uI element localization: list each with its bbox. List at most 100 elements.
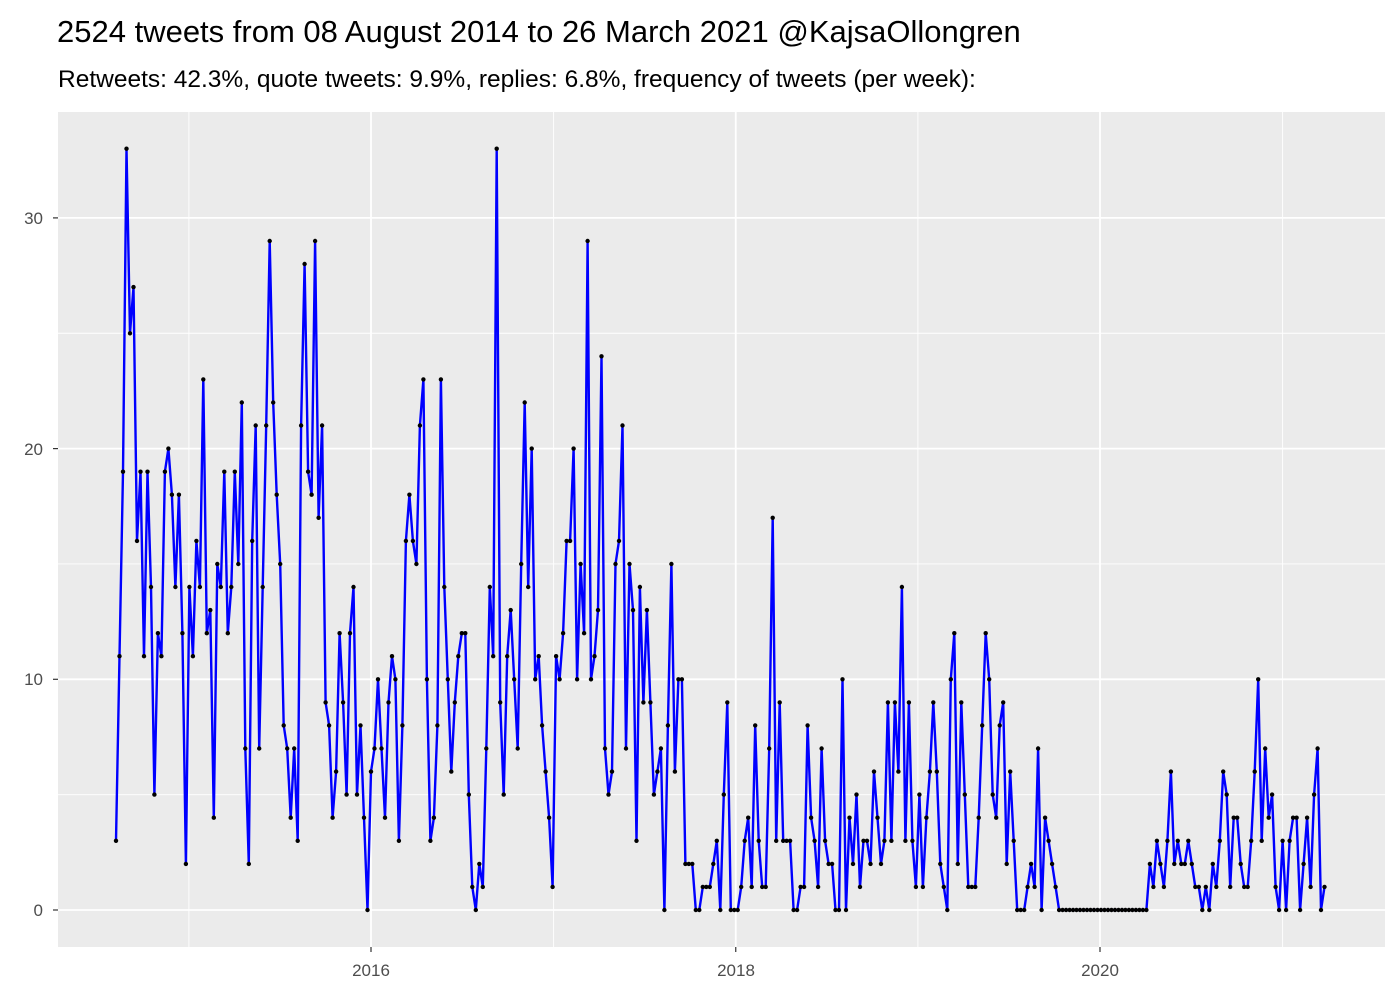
data-point: [494, 146, 499, 151]
data-point: [522, 400, 527, 405]
data-point: [368, 769, 374, 774]
data-point: [1060, 907, 1065, 913]
data-point: [1130, 907, 1135, 913]
data-point: [319, 423, 325, 428]
data-point: [1123, 907, 1128, 913]
data-point: [1256, 677, 1261, 682]
data-point: [145, 469, 150, 474]
data-point: [931, 700, 936, 705]
data-point: [330, 815, 335, 820]
data-point: [372, 746, 377, 751]
data-point: [113, 838, 119, 843]
data-point: [1242, 884, 1247, 890]
data-point: [155, 631, 161, 636]
data-point: [396, 838, 402, 843]
data-point: [742, 838, 747, 843]
data-point: [340, 700, 346, 705]
y-axis: 0 10 20 30: [24, 209, 43, 920]
data-point: [1217, 838, 1223, 843]
data-point: [599, 354, 604, 359]
data-point: [162, 469, 168, 474]
data-point: [529, 446, 534, 451]
data-point: [1151, 884, 1156, 890]
data-point: [718, 907, 723, 913]
data-point: [333, 769, 339, 774]
data-point: [1158, 861, 1163, 867]
data-point: [236, 561, 241, 567]
data-point: [515, 746, 520, 751]
data-point: [438, 377, 444, 382]
data-point: [973, 884, 978, 890]
data-point: [442, 584, 447, 590]
y-tick-label: 10: [24, 670, 43, 689]
data-point: [225, 631, 230, 636]
data-point: [959, 700, 964, 705]
data-point: [1175, 838, 1181, 843]
data-point: [948, 677, 953, 682]
data-point: [480, 884, 485, 890]
data-point: [1109, 907, 1114, 913]
data-point: [1161, 884, 1167, 890]
data-point: [955, 861, 960, 867]
data-point: [669, 561, 674, 567]
data-point: [735, 907, 740, 913]
data-point: [878, 861, 884, 867]
data-point: [952, 631, 957, 636]
data-point: [616, 538, 622, 544]
data-point: [560, 631, 566, 636]
data-point: [424, 677, 430, 682]
data-point: [1287, 838, 1292, 843]
data-point: [892, 700, 898, 705]
data-point: [969, 884, 974, 890]
data-point: [732, 907, 737, 913]
data-point: [285, 746, 290, 751]
data-point: [218, 584, 223, 590]
data-point: [1025, 884, 1030, 890]
data-point: [309, 492, 314, 497]
data-point: [361, 815, 367, 820]
data-point: [176, 492, 182, 497]
y-tick-label: 20: [24, 440, 43, 459]
data-point: [871, 769, 877, 774]
data-point: [784, 838, 789, 843]
data-point: [588, 677, 594, 682]
data-point: [875, 815, 880, 820]
data-point: [1018, 907, 1023, 913]
data-point: [620, 423, 625, 428]
data-point: [124, 146, 129, 151]
data-point: [410, 538, 416, 544]
data-point: [896, 769, 901, 774]
data-point: [264, 423, 269, 428]
data-point: [634, 838, 639, 843]
data-point: [1245, 884, 1250, 890]
data-point: [819, 746, 824, 751]
data-point: [278, 561, 283, 567]
data-point: [592, 654, 597, 659]
data-point: [1263, 746, 1268, 751]
y-tick-label: 0: [34, 901, 43, 920]
data-point: [613, 561, 618, 567]
data-point: [201, 377, 206, 382]
data-point: [183, 861, 189, 867]
data-point: [749, 884, 754, 890]
data-point: [501, 792, 506, 797]
data-point: [899, 584, 905, 590]
data-point: [655, 769, 660, 774]
data-point: [243, 746, 248, 751]
data-point: [697, 907, 702, 913]
data-point: [1186, 838, 1191, 843]
data-point: [927, 769, 933, 774]
data-point: [1133, 907, 1139, 913]
data-point: [1008, 769, 1013, 774]
data-point: [131, 284, 136, 290]
data-point: [676, 677, 681, 682]
data-point: [431, 815, 437, 820]
data-point: [1015, 907, 1020, 913]
data-point: [760, 884, 765, 890]
data-point: [815, 884, 821, 890]
data-point: [393, 677, 398, 682]
y-tick-label: 30: [24, 209, 43, 228]
data-point: [148, 584, 154, 590]
data-point: [609, 769, 615, 774]
data-point: [1119, 907, 1125, 913]
